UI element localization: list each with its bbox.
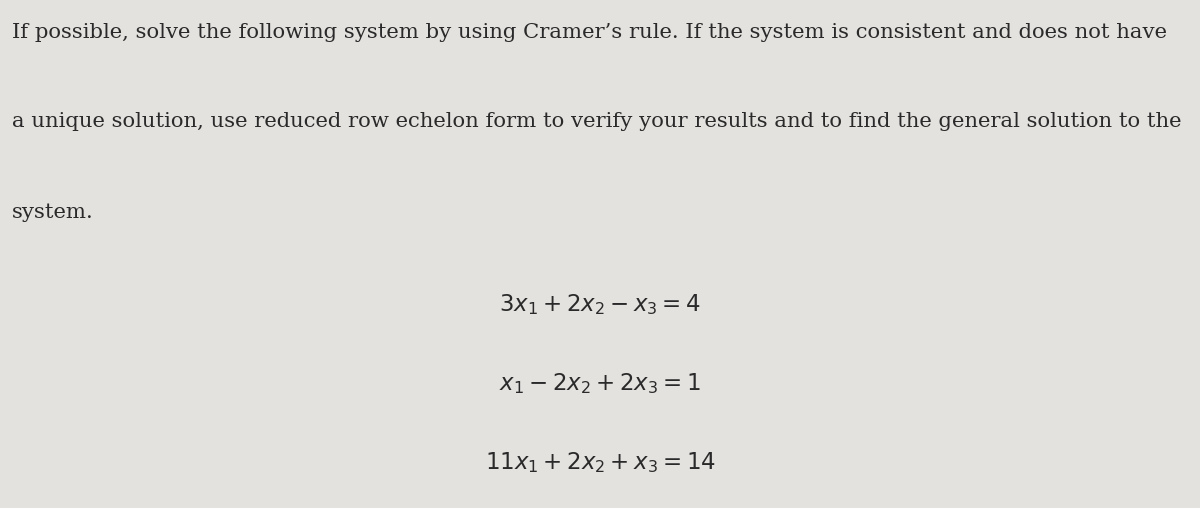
Text: $3x_1 + 2x_2 - x_3 = 4$: $3x_1 + 2x_2 - x_3 = 4$ — [499, 292, 701, 318]
Text: $x_1 - 2x_2 + 2x_3 = 1$: $x_1 - 2x_2 + 2x_3 = 1$ — [499, 371, 701, 396]
Text: If possible, solve the following system by using Cramer’s rule. If the system is: If possible, solve the following system … — [12, 23, 1166, 42]
Text: system.: system. — [12, 203, 94, 222]
Text: a unique solution, use reduced row echelon form to verify your results and to fi: a unique solution, use reduced row echel… — [12, 112, 1182, 131]
Text: $11x_1 + 2x_2 + x_3 = 14$: $11x_1 + 2x_2 + x_3 = 14$ — [485, 450, 715, 475]
